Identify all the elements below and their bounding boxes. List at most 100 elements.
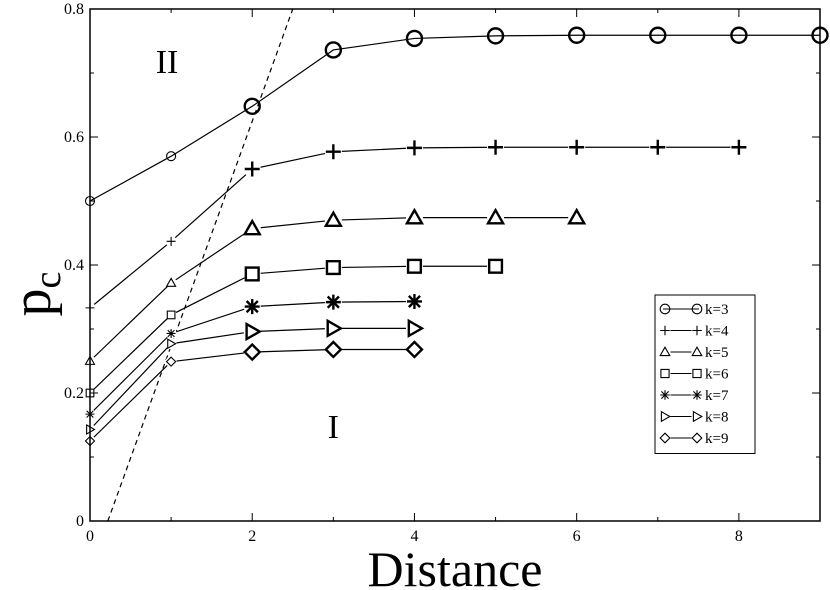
data-point-k=3 <box>405 29 424 48</box>
data-point-k=9 <box>243 342 262 362</box>
x-tick-label: 2 <box>248 528 256 545</box>
data-point-k=6 <box>244 266 260 282</box>
legend-marker <box>660 390 670 400</box>
marker-background <box>568 209 586 227</box>
region-label: II <box>156 44 179 81</box>
phase-boundary-line <box>107 8 294 522</box>
marker-background <box>324 211 342 229</box>
legend-marker <box>692 325 702 336</box>
data-point-k=5 <box>567 207 587 225</box>
marker-background <box>243 323 261 341</box>
region-label: I <box>328 409 339 446</box>
y-tick-label: 0.8 <box>64 1 84 18</box>
legend-marker-bg <box>691 432 703 444</box>
marker-background <box>243 220 261 238</box>
data-point-k=3 <box>567 26 586 44</box>
data-point-k=3 <box>324 41 343 59</box>
series-line-k=6 <box>89 265 496 394</box>
legend-marker <box>692 410 703 423</box>
legend-marker <box>660 368 670 379</box>
legend-marker <box>659 346 671 357</box>
marker-background <box>324 319 342 337</box>
legend-marker-bg <box>691 346 703 358</box>
data-point-k=6 <box>406 258 423 274</box>
data-point-k=6 <box>325 259 341 276</box>
marker-background <box>405 319 423 337</box>
data-point-k=3 <box>486 27 505 45</box>
data-point-k=4 <box>569 139 585 155</box>
data-point-k=9 <box>405 340 424 359</box>
data-point-k=3 <box>243 97 261 115</box>
data-point-k=4 <box>166 236 176 246</box>
legend-marker <box>692 368 702 379</box>
data-point-k=9 <box>324 340 343 359</box>
legend-marker-bg <box>659 411 671 422</box>
data-point-k=6 <box>487 258 504 274</box>
data-point-k=8 <box>326 318 344 338</box>
legend-marker <box>691 346 703 357</box>
data-point-k=7 <box>244 299 260 315</box>
data-point-k=8 <box>407 318 425 338</box>
x-tick-label: 0 <box>86 528 94 545</box>
y-tick-label: 0 <box>76 513 84 530</box>
y-axis-title-main: p <box>1 288 63 316</box>
data-point-k=4 <box>406 140 422 156</box>
data-point-k=5 <box>165 277 177 287</box>
series-line-k=5 <box>89 217 577 362</box>
legend-marker <box>691 303 703 315</box>
legend <box>654 294 756 454</box>
marker-background <box>487 257 505 275</box>
legend-label: k=4 <box>705 324 729 340</box>
marker-background <box>405 257 423 275</box>
x-tick-label: 8 <box>735 528 743 545</box>
data-point-k=4 <box>650 139 666 155</box>
data-point-k=4 <box>325 144 341 160</box>
data-point-k=8 <box>167 338 177 350</box>
data-point-k=6 <box>166 310 176 320</box>
data-point-k=9 <box>165 356 177 367</box>
data-point-k=5 <box>242 218 262 236</box>
legend-marker <box>691 432 703 444</box>
data-point-k=3 <box>649 26 667 44</box>
marker-background <box>165 356 177 368</box>
marker-background <box>165 309 177 321</box>
legend-label: k=8 <box>705 410 728 426</box>
series-line-k=3 <box>89 34 820 202</box>
data-point-k=5 <box>323 210 343 228</box>
legend-label: k=9 <box>705 431 728 447</box>
legend-marker <box>659 432 671 444</box>
y-tick-label: 0.4 <box>64 257 84 274</box>
y-tick-label: 0.6 <box>64 129 84 146</box>
series-line-k=9 <box>89 348 415 442</box>
series-line-k=4 <box>89 146 739 309</box>
marker-background <box>405 209 423 227</box>
legend-marker-bg <box>691 411 703 422</box>
data-point-k=5 <box>485 207 506 225</box>
y-axis-title-subscript: c <box>27 272 69 289</box>
legend-label: k=6 <box>705 367 729 383</box>
marker-background <box>243 265 261 283</box>
data-point-k=4 <box>731 139 747 155</box>
legend-label: k=3 <box>705 302 728 318</box>
marker-background <box>165 338 177 350</box>
y-axis-title: pc <box>1 272 69 317</box>
data-point-k=3 <box>730 26 748 44</box>
y-tick-label: 0.2 <box>64 385 84 402</box>
data-point-k=8 <box>245 321 263 342</box>
legend-marker <box>692 390 702 400</box>
legend-marker <box>660 410 671 423</box>
x-tick-label: 4 <box>410 528 418 545</box>
legend-marker-bg <box>659 432 671 444</box>
legend-marker-bg <box>659 346 671 358</box>
svg-text:pc: pc <box>1 272 69 317</box>
data-point-k=4 <box>244 161 260 177</box>
legend-label: k=7 <box>705 388 729 404</box>
legend-marker <box>659 303 671 315</box>
data-point-k=7 <box>406 293 422 309</box>
legend-label: k=5 <box>705 345 728 361</box>
data-point-k=7 <box>166 328 176 338</box>
legend-marker <box>660 325 670 336</box>
data-point-k=4 <box>488 139 504 155</box>
legend-marker-bg <box>691 368 703 379</box>
